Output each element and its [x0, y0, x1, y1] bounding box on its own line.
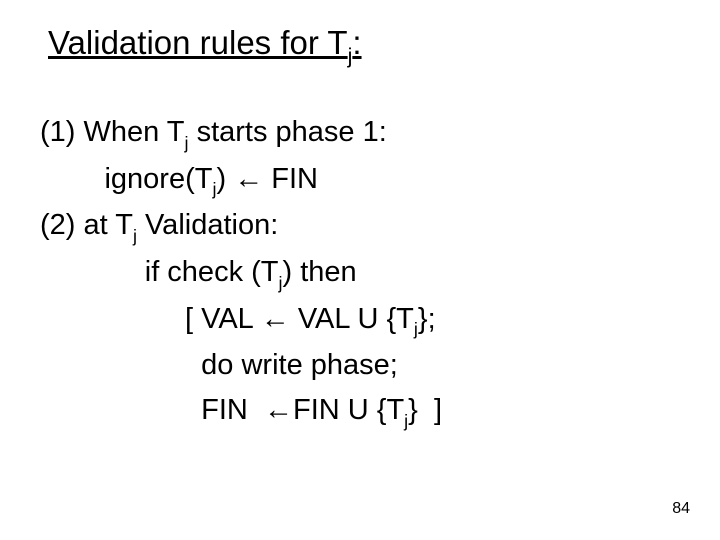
text-run: Validation:	[137, 209, 278, 241]
text-run: )	[216, 163, 234, 195]
slide-title: Validation rules for Tj:	[48, 24, 362, 68]
text-run: (1) When T	[40, 116, 185, 148]
title-text: Validation rules for T	[48, 24, 348, 61]
text-run: VAL U {T	[290, 303, 414, 335]
body-line: (2) at Tj Validation:	[40, 203, 680, 250]
title-text-tail: :	[352, 24, 361, 61]
text-run: ignore(T	[104, 163, 212, 195]
body-line: if check (Tj) then	[40, 250, 680, 297]
text-run: FIN U {T	[293, 394, 404, 426]
left-arrow-icon: ←	[234, 163, 263, 195]
left-arrow-icon: ←	[264, 394, 293, 426]
text-run: FIN	[263, 163, 318, 195]
subscript: j	[404, 411, 408, 431]
subscript: j	[414, 319, 418, 339]
subscript: j	[279, 273, 283, 293]
text-run: if check (T	[145, 256, 279, 288]
page-number: 84	[672, 500, 690, 518]
text-run: [ VAL	[185, 303, 261, 335]
subscript: j	[133, 226, 137, 246]
slide-body: (1) When Tj starts phase 1: ignore(Tj) ←…	[40, 110, 680, 435]
text-run: (2) at T	[40, 209, 133, 241]
slide: Validation rules for Tj: (1) When Tj sta…	[0, 0, 720, 540]
title-subscript: j	[348, 44, 353, 68]
body-line: (1) When Tj starts phase 1:	[40, 110, 680, 157]
text-run: ) then	[283, 256, 357, 288]
text-run: FIN	[201, 394, 264, 426]
body-line: ignore(Tj) ← FIN	[40, 157, 680, 204]
text-run: starts phase 1:	[189, 116, 387, 148]
body-line: [ VAL ← VAL U {Tj};	[40, 297, 680, 344]
text-run: } ]	[408, 394, 442, 426]
subscript: j	[212, 179, 216, 199]
text-run: do write phase;	[201, 349, 398, 381]
subscript: j	[185, 133, 189, 153]
body-line: FIN ←FIN U {Tj} ]	[40, 388, 680, 435]
text-run: };	[418, 303, 436, 335]
left-arrow-icon: ←	[261, 303, 290, 335]
body-line: do write phase;	[40, 343, 680, 388]
